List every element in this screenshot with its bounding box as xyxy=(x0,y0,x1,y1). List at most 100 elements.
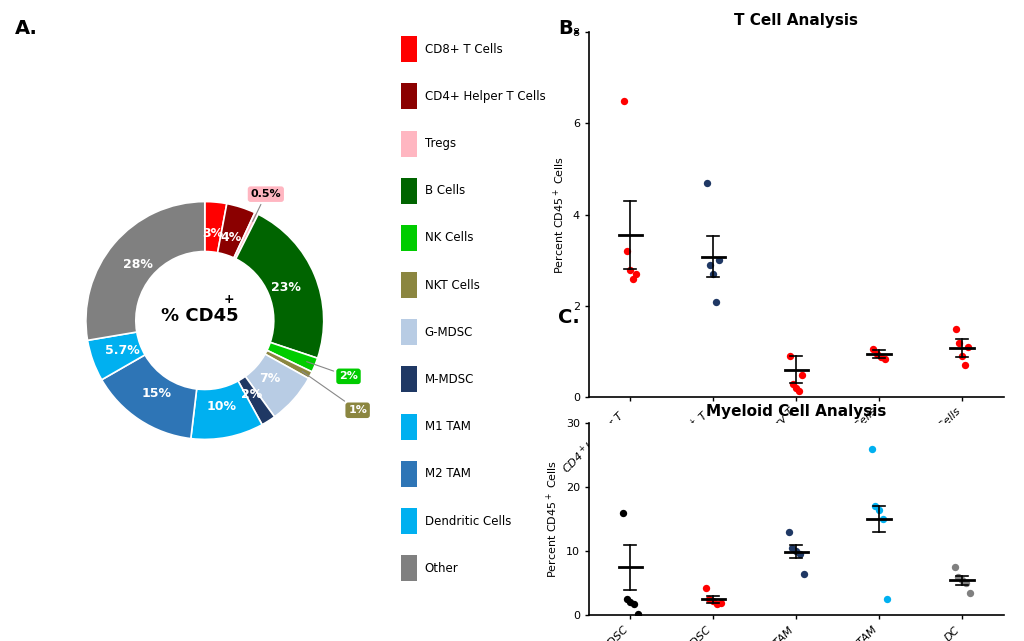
Point xyxy=(796,569,812,579)
Text: 7%: 7% xyxy=(259,372,281,385)
Text: +: + xyxy=(224,293,234,306)
Text: 23%: 23% xyxy=(270,281,300,294)
Point xyxy=(956,360,973,370)
Wedge shape xyxy=(217,204,255,258)
Point xyxy=(711,255,727,265)
Bar xyxy=(401,367,417,392)
Text: 0.5%: 0.5% xyxy=(251,189,282,222)
Text: 28%: 28% xyxy=(123,258,153,271)
Point xyxy=(701,594,718,604)
Point xyxy=(948,324,965,334)
Point xyxy=(957,578,974,588)
Point xyxy=(709,599,725,609)
Wedge shape xyxy=(236,214,324,358)
Bar xyxy=(401,37,417,62)
Text: 1%: 1% xyxy=(302,371,367,415)
Point xyxy=(622,597,639,607)
Text: Dendritic Cells: Dendritic Cells xyxy=(425,515,511,528)
Point xyxy=(869,349,886,359)
Point xyxy=(946,562,963,572)
Text: 15%: 15% xyxy=(141,387,172,400)
Point xyxy=(625,274,641,284)
Point xyxy=(870,504,887,515)
Point xyxy=(630,609,646,619)
Wedge shape xyxy=(205,201,227,253)
Point xyxy=(794,369,810,379)
Point xyxy=(791,385,807,395)
Point xyxy=(618,594,635,604)
Text: 4%: 4% xyxy=(221,231,242,244)
Point xyxy=(705,269,721,279)
Point xyxy=(879,594,895,604)
Point xyxy=(863,444,880,454)
Point xyxy=(867,501,884,512)
Bar xyxy=(401,508,417,534)
Point xyxy=(702,260,719,270)
Point xyxy=(874,514,891,524)
Text: B.: B. xyxy=(558,19,581,38)
Title: Myeloid Cell Analysis: Myeloid Cell Analysis xyxy=(706,404,887,419)
Text: 2%: 2% xyxy=(241,388,262,401)
Text: 3%: 3% xyxy=(203,227,223,240)
Text: 10%: 10% xyxy=(207,400,237,413)
Text: B Cells: B Cells xyxy=(425,184,465,197)
Text: CD4+ Helper T Cells: CD4+ Helper T Cells xyxy=(425,90,546,103)
Point xyxy=(954,575,971,585)
Point xyxy=(959,342,976,353)
Wedge shape xyxy=(246,354,308,417)
Point xyxy=(877,353,893,363)
Point xyxy=(962,588,978,598)
Bar xyxy=(401,131,417,156)
Text: M1 TAM: M1 TAM xyxy=(425,420,471,433)
Wedge shape xyxy=(267,342,317,372)
Point xyxy=(626,599,642,609)
Point xyxy=(784,543,801,553)
Point xyxy=(699,178,716,188)
Text: M-MDSC: M-MDSC xyxy=(425,373,474,386)
Point xyxy=(705,596,721,606)
Text: Tregs: Tregs xyxy=(425,137,456,150)
Point xyxy=(713,597,729,608)
Point xyxy=(614,508,631,518)
Point xyxy=(954,351,971,362)
Point xyxy=(697,583,714,594)
Y-axis label: Percent CD45$^+$ Cells: Percent CD45$^+$ Cells xyxy=(545,460,560,578)
Bar xyxy=(401,555,417,581)
Point xyxy=(792,549,808,560)
Wedge shape xyxy=(233,213,258,259)
Bar xyxy=(401,413,417,440)
Point xyxy=(708,296,724,306)
Title: T Cell Analysis: T Cell Analysis xyxy=(734,13,858,28)
Point xyxy=(788,383,805,394)
Text: 5.7%: 5.7% xyxy=(105,344,140,356)
Text: CD8+ T Cells: CD8+ T Cells xyxy=(425,43,503,56)
Bar xyxy=(401,83,417,110)
Point xyxy=(780,527,797,537)
Point xyxy=(620,246,636,256)
Point xyxy=(622,265,639,275)
Y-axis label: Percent CD45$^+$ Cells: Percent CD45$^+$ Cells xyxy=(552,156,567,274)
Text: % CD45: % CD45 xyxy=(161,307,239,325)
Text: Other: Other xyxy=(425,562,459,575)
Wedge shape xyxy=(101,355,197,438)
Point xyxy=(951,337,968,347)
Point xyxy=(788,546,805,556)
Point xyxy=(865,344,882,354)
Text: C.: C. xyxy=(558,308,580,327)
Wedge shape xyxy=(86,201,205,340)
Bar xyxy=(401,225,417,251)
Point xyxy=(782,351,799,362)
Wedge shape xyxy=(87,332,145,379)
Point xyxy=(785,379,802,389)
Text: M2 TAM: M2 TAM xyxy=(425,467,471,480)
Bar xyxy=(401,178,417,204)
Text: NK Cells: NK Cells xyxy=(425,231,473,244)
Point xyxy=(950,572,967,582)
Text: G-MDSC: G-MDSC xyxy=(425,326,473,339)
Wedge shape xyxy=(190,381,262,440)
Bar xyxy=(401,272,417,298)
Point xyxy=(616,96,633,106)
Bar xyxy=(401,319,417,345)
Wedge shape xyxy=(265,351,312,378)
Point xyxy=(872,352,889,362)
